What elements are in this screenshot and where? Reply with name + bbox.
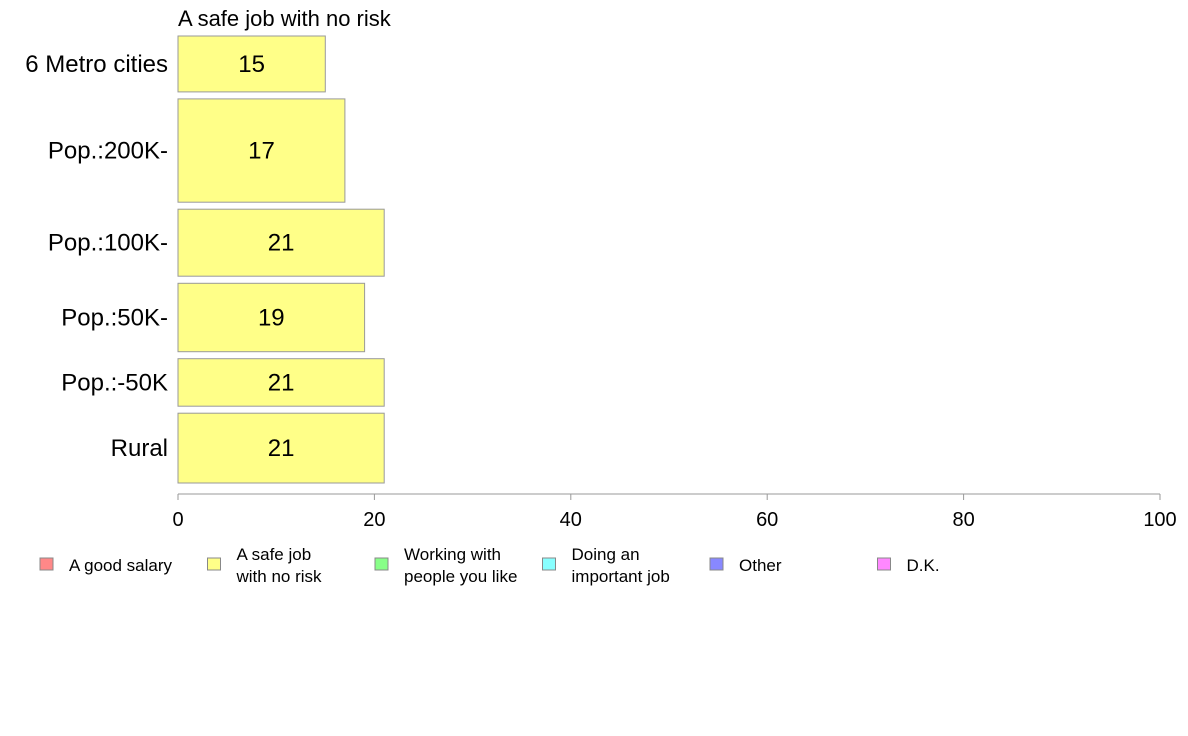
x-tick-label: 20 [363, 509, 385, 531]
bar [177, 358, 385, 407]
legend-item: D.K. [877, 556, 940, 575]
legend-swatch [374, 557, 389, 571]
x-tick-label: 40 [560, 509, 582, 531]
legend-label: Other [739, 556, 782, 575]
category-label: Pop.:50K- [61, 305, 168, 332]
data-label: 15 [238, 51, 265, 78]
legend-label: Doing an [572, 545, 640, 564]
bar [177, 208, 385, 277]
data-label: 21 [268, 230, 295, 257]
x-tick-label: 60 [756, 509, 778, 531]
bar [177, 412, 385, 484]
legend-item: Doing an important job [542, 545, 670, 586]
category-label: Pop.:200K- [48, 138, 168, 165]
legend-item: Other [709, 556, 782, 575]
legend-label: Working with [404, 545, 501, 564]
data-label: 21 [268, 435, 295, 462]
bar [177, 282, 366, 353]
x-tick-label: 0 [172, 509, 183, 531]
legend-swatch [877, 557, 891, 571]
legend-item: A safe job with no risk [207, 545, 323, 586]
x-tick-label: 100 [1143, 509, 1176, 531]
x-tick-label: 80 [952, 509, 974, 531]
legend-item: A good salary [39, 556, 173, 575]
legend-swatch [542, 557, 556, 571]
legend-item: Working with people you like [374, 545, 517, 586]
legend-label: important job [572, 567, 670, 586]
data-label: 17 [248, 138, 275, 165]
bar [177, 98, 346, 203]
category-label: Rural [111, 435, 168, 462]
data-label: 21 [268, 369, 295, 396]
x-axis: 0 20 40 60 80 100 [172, 493, 1177, 531]
legend-swatch [709, 557, 724, 571]
category-label: Pop.:100K- [48, 230, 168, 257]
category-label: Pop.:-50K [61, 369, 168, 396]
legend-swatch [39, 557, 54, 571]
bars-group: 6 Metro cities 15 Pop.:200K- 17 Pop.:100K- 21… [25, 35, 385, 484]
data-label: 19 [258, 305, 285, 332]
legend-label: A safe job [237, 545, 312, 564]
legend-label: with no risk [236, 567, 323, 586]
legend-label: A good salary [69, 556, 173, 575]
category-label: 6 Metro cities [25, 51, 168, 78]
bar [177, 35, 326, 93]
legend-label: people you like [404, 567, 517, 586]
legend-label: D.K. [907, 556, 940, 575]
chart-title: A safe job with no risk [178, 6, 392, 31]
legend: A good salary A safe job with no risk Worki… [39, 545, 940, 586]
legend-swatch [207, 557, 221, 571]
